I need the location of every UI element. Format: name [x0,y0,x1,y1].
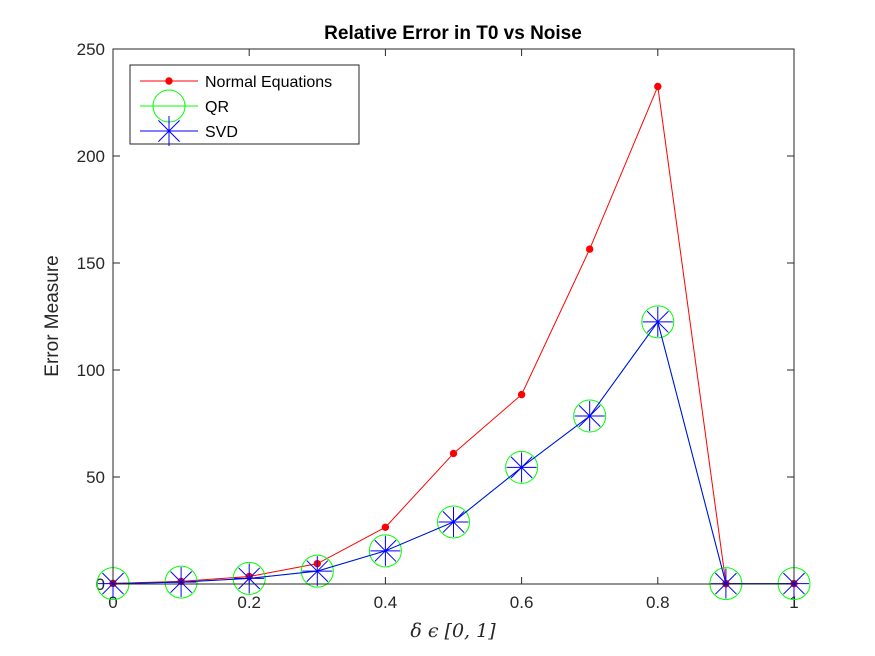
legend-label: QR [205,99,229,116]
x-tick-label: 0.4 [374,593,398,612]
data-point-svd [574,401,605,432]
legend-entry-normal-equations: Normal Equations [140,74,332,91]
data-point-qr [300,554,334,588]
data-point-qr [573,399,607,433]
data-point-qr [641,305,675,339]
data-point-svd [234,563,265,594]
data-point-svd [642,306,673,337]
data-point-normal-equations [449,449,458,458]
data-point-svd [438,506,469,537]
legend-marker [154,116,184,146]
asterisk-stroke [374,539,397,562]
x-tick-label: 0.8 [646,593,670,612]
x-tick-label: 1 [789,593,798,612]
asterisk-stroke [238,567,261,590]
data-point-normal-equations [586,245,594,253]
x-tick-label: 0.6 [510,593,534,612]
data-point-qr [368,534,402,568]
asterisk-stroke [510,456,533,479]
legend-label: Normal Equations [205,74,332,91]
data-point-svd [302,556,333,587]
asterisk-stroke [158,120,180,142]
data-point-qr [505,450,539,484]
data-point-normal-equations [517,390,526,399]
y-axis-label: Error Measure [42,255,63,376]
x-tick-label: 0 [108,593,117,612]
plot-frame [112,48,795,585]
data-point-normal-equations [654,82,662,91]
y-tick-label: 0 [96,575,105,594]
y-tick-label: 200 [77,147,105,166]
y-tick-label: 50 [86,468,105,487]
legend-label: SVD [205,124,238,141]
data-point-qr [437,505,470,539]
asterisk-stroke [646,310,669,333]
data-point-svd [370,535,401,566]
legend: Normal Equations QR SVD [129,64,360,146]
x-tick-label: 0.2 [237,593,261,612]
asterisk-stroke [306,560,329,583]
asterisk-stroke [578,405,601,427]
x-axis-label: δ ϵ [0, 1] [410,620,496,642]
legend-entry-svd: SVD [140,116,238,146]
data-point-normal-equations [381,523,390,531]
asterisk-stroke [442,510,465,533]
data-point-qr [232,561,266,595]
data-point-svd [166,567,197,598]
asterisk-stroke [170,571,193,594]
y-tick-label: 250 [77,40,105,59]
data-point-svd [506,452,537,483]
chart-title: Relative Error in T0 vs Noise [324,23,582,44]
legend-marker [165,77,173,85]
axis-ticks: 0 0.2 0.4 0.6 0.8 1 0 50 100 150 200 250 [77,40,799,612]
y-tick-label: 150 [77,254,105,273]
y-tick-label: 100 [77,361,105,380]
